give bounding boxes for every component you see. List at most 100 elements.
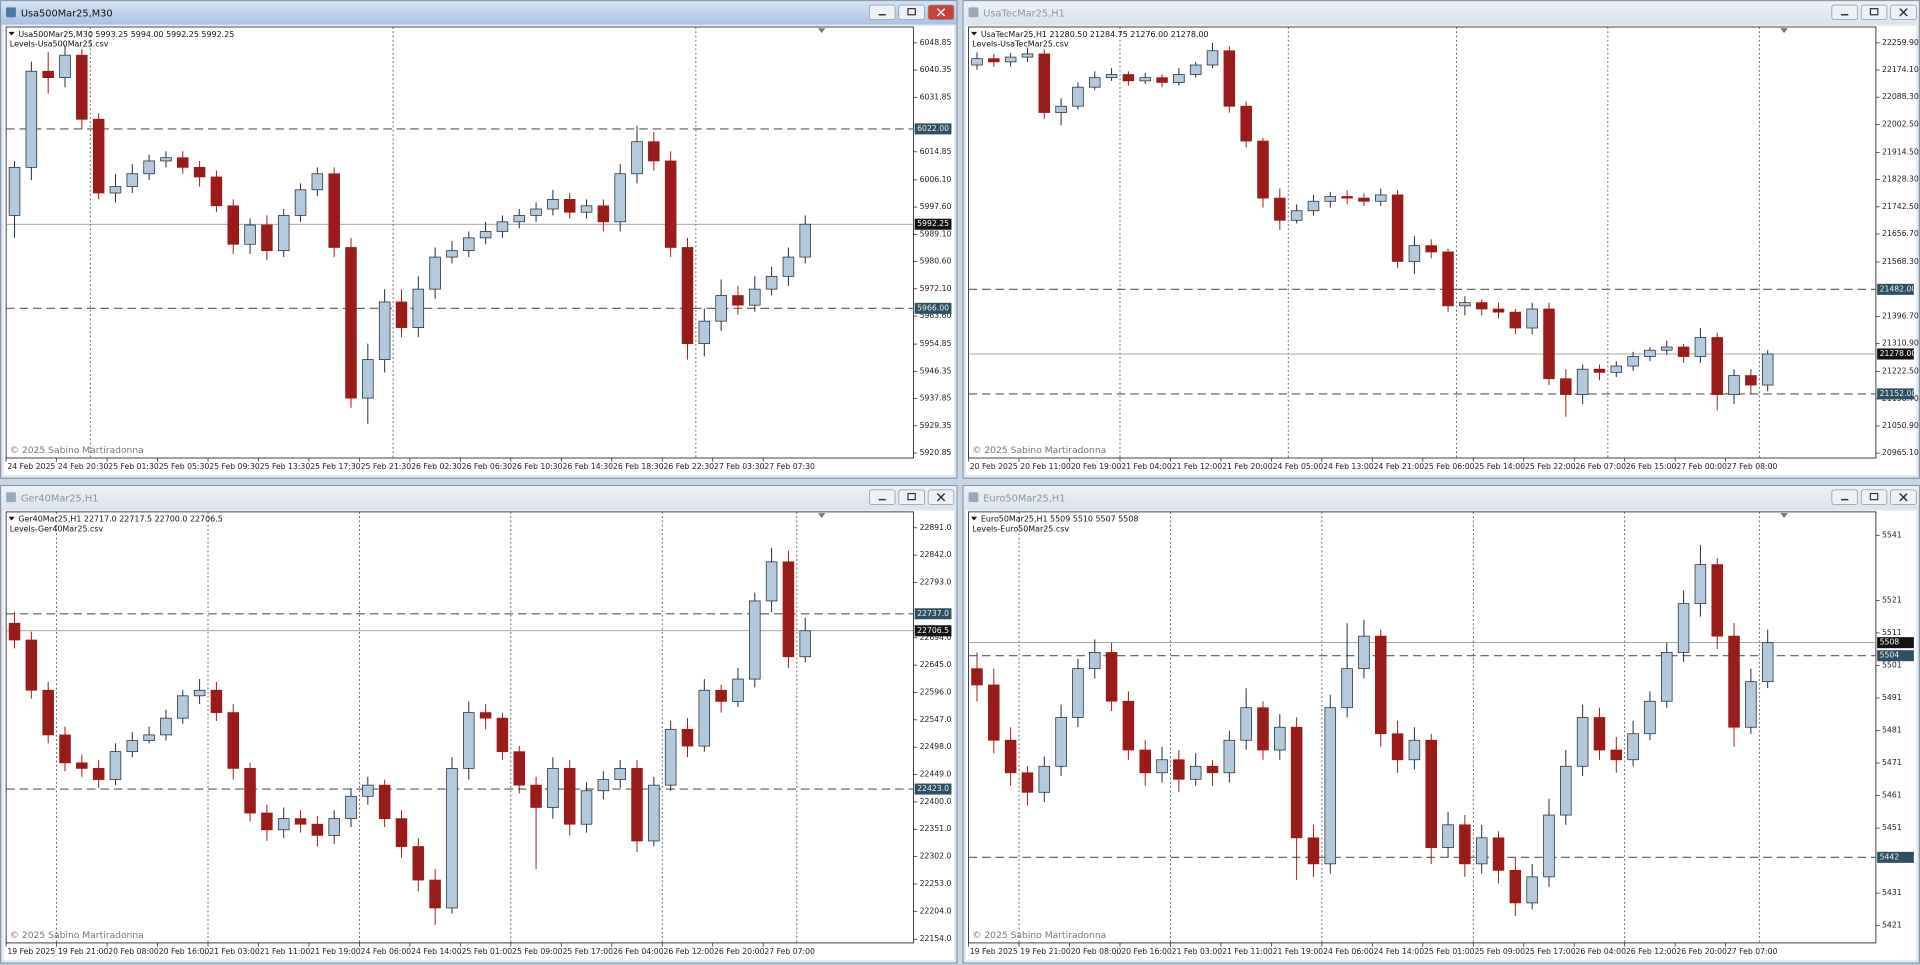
copyright: © 2025 Sabino Martiradonna bbox=[10, 445, 144, 456]
x-tick-label: 26 Feb 15:00 bbox=[1626, 462, 1677, 471]
y-tick-label: 21396.70 bbox=[1882, 311, 1919, 320]
bear-candle-body bbox=[1711, 564, 1723, 637]
bull-candle-body bbox=[1761, 353, 1774, 386]
bear-candle-body bbox=[1610, 749, 1623, 761]
x-tick-label: 20 Feb 08:00 bbox=[1071, 947, 1122, 956]
window-max-button[interactable] bbox=[898, 489, 925, 505]
y-tick-label: 21310.90 bbox=[1882, 339, 1919, 348]
x-tick-label: 25 Feb 09:00 bbox=[512, 947, 563, 956]
bull-candle-body bbox=[143, 734, 155, 741]
y-tick-label: 22449.0 bbox=[920, 770, 952, 779]
bull-candle-body bbox=[1105, 74, 1118, 79]
bull-candle-body bbox=[1576, 717, 1589, 767]
bear-candle-body bbox=[1593, 717, 1606, 751]
y-tick-label: 6048.85 bbox=[920, 38, 952, 47]
bear-candle-body bbox=[715, 689, 727, 702]
header-marker bbox=[971, 516, 978, 521]
bull-candle-body bbox=[8, 166, 21, 216]
window-max-button[interactable] bbox=[1860, 4, 1888, 21]
bear-candle-body bbox=[988, 684, 1000, 741]
bull-candle-body bbox=[580, 205, 593, 213]
x-tick-label: 20 Feb 16:00 bbox=[1121, 947, 1172, 956]
bull-candle-body bbox=[1475, 837, 1488, 865]
bull-candle-body bbox=[1156, 759, 1168, 774]
bear-candle-body bbox=[210, 689, 223, 713]
bear-candle-body bbox=[378, 784, 391, 820]
bull-candle-body bbox=[1442, 824, 1454, 848]
x-tick-label: 25 Feb 14:00 bbox=[1475, 462, 1526, 471]
bear-candle-body bbox=[1358, 197, 1370, 202]
x-tick-label: 19 Feb 2025 bbox=[970, 947, 1018, 956]
header-marker bbox=[971, 31, 978, 36]
window-title: Euro50Mar25,H1 bbox=[983, 493, 1065, 504]
chart-shift-marker bbox=[1780, 513, 1788, 519]
chart-window: UsaTecMar25,H1 22259.90 22174.10 22088.30 22… bbox=[962, 0, 1920, 479]
title-bar bbox=[963, 486, 1919, 510]
bull-candle-body bbox=[412, 288, 425, 328]
bear-candle-body bbox=[76, 762, 88, 769]
bull-candle-body bbox=[378, 301, 391, 360]
y-tick-label: 22351.0 bbox=[920, 824, 952, 833]
bull-candle-body bbox=[126, 173, 139, 187]
bear-candle-body bbox=[1206, 765, 1219, 774]
bear-candle-body bbox=[664, 160, 677, 248]
window-min-button[interactable] bbox=[1831, 4, 1858, 21]
bull-candle-body bbox=[1526, 876, 1538, 904]
level-tag bbox=[1877, 650, 1914, 662]
bear-candle-body bbox=[345, 247, 357, 399]
bear-candle-body bbox=[732, 295, 744, 306]
bear-candle-body bbox=[1341, 196, 1353, 199]
bear-candle-body bbox=[631, 768, 643, 842]
chart-area bbox=[3, 25, 954, 476]
chart-window: Usa500Mar25,M30 6048.85 6040.35 6031.85 6014… bbox=[0, 0, 958, 479]
x-tick-label: 26 Feb 20:00 bbox=[714, 947, 765, 956]
bull-candle-body bbox=[1189, 64, 1202, 75]
bull-candle-body bbox=[1661, 346, 1673, 351]
bear-candle-body bbox=[210, 176, 223, 207]
x-tick-label: 20 Feb 19:00 bbox=[1071, 462, 1122, 471]
bear-candle-body bbox=[261, 812, 273, 831]
button-glyph bbox=[1869, 8, 1879, 16]
bull-candle-body bbox=[1526, 308, 1538, 329]
x-tick-label: 27 Feb 07:00 bbox=[764, 947, 815, 956]
level-label: 22737.0 bbox=[917, 609, 949, 618]
bull-candle-body bbox=[160, 157, 172, 162]
bull-candle-body bbox=[1055, 717, 1067, 767]
bear-candle-body bbox=[1021, 772, 1034, 793]
window-min-button[interactable] bbox=[869, 489, 896, 505]
window-min-button[interactable] bbox=[1831, 489, 1858, 505]
bear-candle-body bbox=[294, 818, 307, 825]
level-label: 5504 bbox=[1880, 651, 1900, 660]
bear-candle-body bbox=[1475, 302, 1488, 310]
bear-candle-body bbox=[42, 689, 54, 736]
x-tick-label: 26 Feb 04:00 bbox=[613, 947, 664, 956]
bull-candle-body bbox=[614, 768, 626, 780]
bull-candle-body bbox=[1189, 765, 1202, 780]
last-price-label: 22706.5 bbox=[917, 626, 949, 635]
x-tick-label: 25 Feb 21:30 bbox=[361, 462, 412, 471]
x-tick-label: 25 Feb 01:00 bbox=[462, 947, 513, 956]
bull-candle-body bbox=[749, 288, 761, 306]
bear-candle-body bbox=[429, 879, 441, 909]
plot-border bbox=[968, 26, 1877, 459]
window-icon bbox=[968, 492, 979, 503]
chart-header: UsaTecMar25,H1 21280.50 21284.75 21276.0… bbox=[981, 30, 1209, 39]
y-tick-label: 21568.30 bbox=[1882, 257, 1919, 266]
window-min-button[interactable] bbox=[869, 4, 896, 21]
bear-candle-body bbox=[988, 58, 1000, 63]
window-max-button[interactable] bbox=[1860, 489, 1888, 505]
y-tick-label: 5451 bbox=[1882, 823, 1902, 832]
window-max-button[interactable] bbox=[898, 4, 925, 21]
bull-candle-body bbox=[244, 224, 256, 245]
bull-candle-body bbox=[277, 215, 290, 252]
bull-candle-body bbox=[1627, 733, 1639, 761]
bear-candle-body bbox=[530, 784, 542, 808]
x-tick-label: 26 Feb 14:30 bbox=[563, 462, 614, 471]
bull-candle-body bbox=[311, 173, 324, 191]
last-price-tag bbox=[1877, 637, 1914, 649]
y-tick-label: 21050.90 bbox=[1882, 421, 1919, 430]
level-tag bbox=[914, 783, 952, 795]
x-tick-label: 24 Feb 2025 bbox=[7, 462, 55, 471]
bull-candle-body bbox=[580, 790, 593, 825]
y-tick-label: 22498.0 bbox=[920, 742, 952, 751]
